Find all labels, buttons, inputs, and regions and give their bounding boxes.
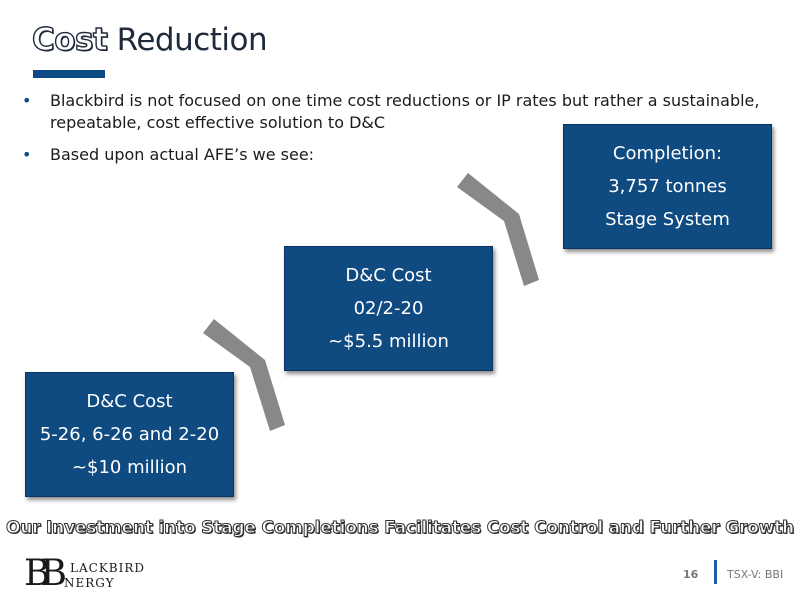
logo-word-1: LACKBIRD xyxy=(70,561,145,575)
step-box-current-cost: D&C Cost 5-26, 6-26 and 2-20 ~$10 millio… xyxy=(25,372,234,497)
step-box-line: 02/2-20 xyxy=(353,298,424,319)
step-box-line: 5-26, 6-26 and 2-20 xyxy=(39,424,220,445)
step-box-line: D&C Cost xyxy=(86,391,173,412)
ticker-symbol: TSX-V: BBI xyxy=(727,568,784,581)
bullet-list: Blackbird is not focused on one time cos… xyxy=(20,90,790,176)
title-underline xyxy=(33,70,105,78)
step-box-line: Stage System xyxy=(605,209,730,230)
step-box-reduced-cost: D&C Cost 02/2-20 ~$5.5 million xyxy=(284,246,493,371)
bullet-item: Blackbird is not focused on one time cos… xyxy=(20,90,790,134)
step-box-completion: Completion: 3,757 tonnes Stage System xyxy=(563,124,772,249)
tagline: Our Investment into Stage Completions Fa… xyxy=(6,518,795,539)
title-rest: Reduction xyxy=(107,22,268,58)
logo-mark: BB xyxy=(24,553,67,594)
page-number: 16 xyxy=(683,568,699,581)
slide-title: Cost Reduction xyxy=(31,21,268,58)
logo-word-2: NERGY xyxy=(64,576,115,590)
bullet-item: Based upon actual AFE’s we see: xyxy=(20,144,790,166)
footer-divider xyxy=(714,560,717,584)
step-box-line: Completion: xyxy=(612,143,723,164)
title-first-word: Cost xyxy=(31,21,108,58)
step-box-line: 3,757 tonnes xyxy=(608,176,727,197)
step-box-line: ~$10 million xyxy=(71,457,188,478)
step-box-line: ~$5.5 million xyxy=(328,331,449,352)
company-logo: BB LACKBIRD NERGY xyxy=(24,554,154,594)
step-box-line: D&C Cost xyxy=(345,265,432,286)
